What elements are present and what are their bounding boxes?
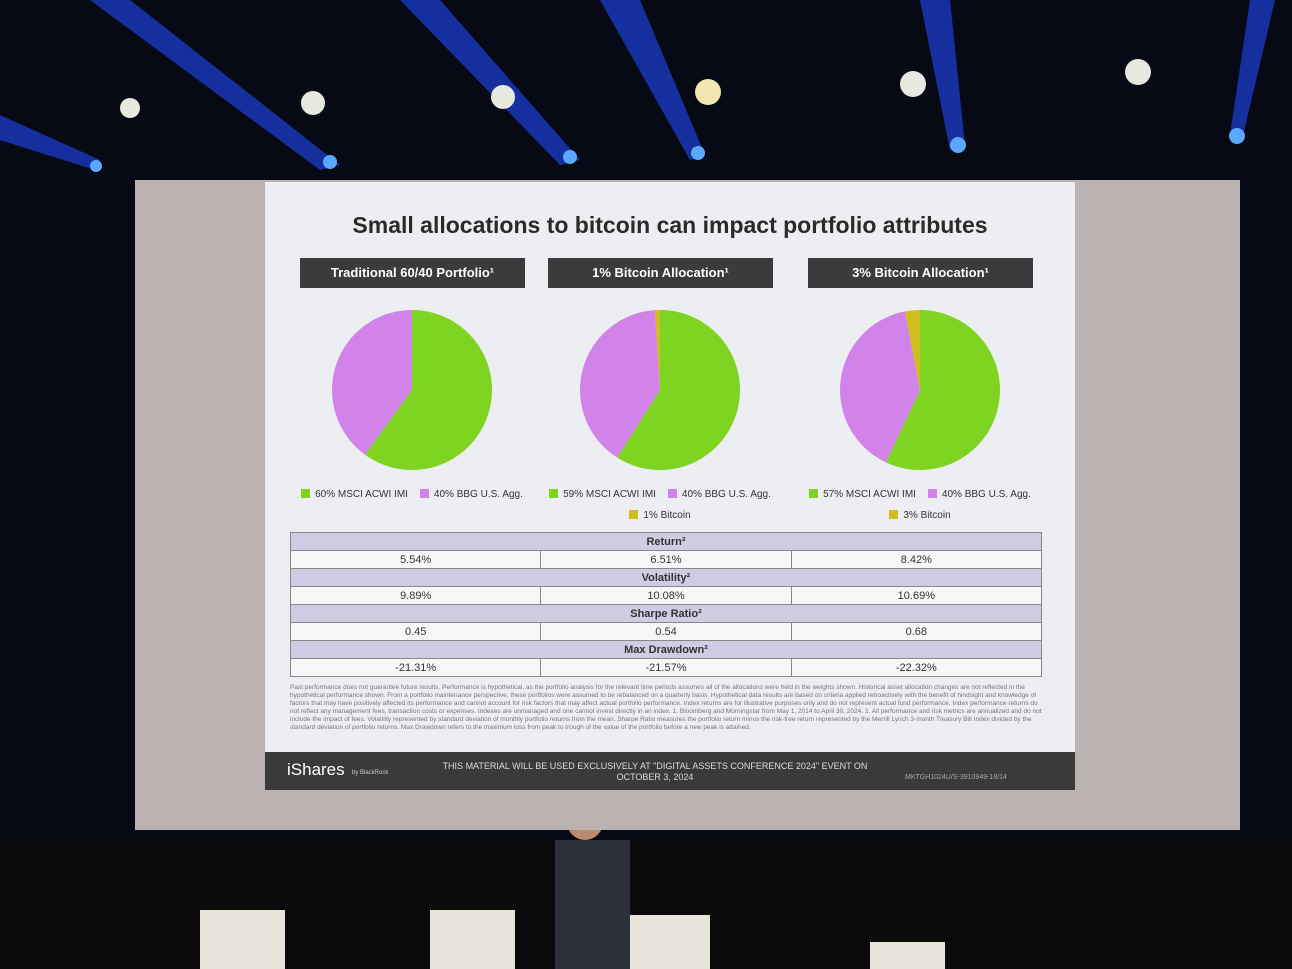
legend-swatch xyxy=(927,489,937,498)
legend-item: 40% BBG U.S. Agg. xyxy=(667,484,771,505)
chart-header: Traditional 60/40 Portfolio¹ xyxy=(300,258,525,288)
legend-item: 57% MSCI ACWI IMI xyxy=(809,484,916,505)
metric-value: 5.54% xyxy=(289,550,542,569)
legend-item: 59% MSCI ACWI IMI xyxy=(549,484,656,505)
pie-slice xyxy=(840,311,920,463)
doc-code: MKTGH1024U/S-3910949-18/14 xyxy=(905,774,1007,781)
metric-value: 8.42% xyxy=(790,550,1043,569)
metric-value: -22.32% xyxy=(790,658,1043,677)
pie-chart xyxy=(332,310,492,470)
legend-value: 57% xyxy=(823,489,844,500)
footer-band: iShares by BlackRock THIS MATERIAL WILL … xyxy=(265,752,1075,790)
pie-wrap xyxy=(560,300,760,480)
legend: 60% MSCI ACWI IMI 40% BBG U.S. Agg. xyxy=(292,484,532,505)
legend-swatch xyxy=(889,510,899,519)
legend-item: 60% MSCI ACWI IMI xyxy=(301,484,408,505)
legend-swatch xyxy=(301,489,311,498)
metric-name: Sharpe Ratio² xyxy=(290,604,1042,623)
legend-swatch xyxy=(419,489,429,498)
pie-chart xyxy=(840,310,1000,470)
metric-value: -21.57% xyxy=(540,658,792,677)
slide: Small allocations to bitcoin can impact … xyxy=(265,182,1075,790)
legend-value: 3% xyxy=(903,510,918,521)
legend-swatch xyxy=(667,489,677,498)
pie-slice xyxy=(885,310,1000,470)
pie-slice xyxy=(332,310,412,455)
legend-value: 40% xyxy=(681,489,702,500)
metric-value: 0.68 xyxy=(790,622,1043,641)
legend-label: BBG U.S. Agg. xyxy=(964,489,1031,500)
pie-slice xyxy=(617,310,740,470)
metric-value: 0.45 xyxy=(289,622,542,641)
pie-slice xyxy=(654,310,660,390)
metric-value: 10.69% xyxy=(790,586,1043,605)
legend-label: MSCI ACWI IMI xyxy=(585,489,656,500)
legend-value: 1% xyxy=(643,510,658,521)
metrics-table: Return² 5.54% 6.51% 8.42% Volatility² 9.89% 10… xyxy=(289,532,1043,677)
chart-header: 3% Bitcoin Allocation¹ xyxy=(808,258,1033,288)
metric-row: Max Drawdown² xyxy=(290,640,1042,659)
value-row: -21.31% -21.57% -22.32% xyxy=(289,658,1043,677)
legend-value: 60% xyxy=(315,489,336,500)
slide-title: Small allocations to bitcoin can impact … xyxy=(352,212,988,238)
footnote: Past performance does not guarantee futu… xyxy=(290,684,1042,731)
value-row: 0.45 0.54 0.68 xyxy=(289,622,1043,641)
metric-value: 6.51% xyxy=(540,550,792,569)
legend: 59% MSCI ACWI IMI 40% BBG U.S. Agg. 1% Bit… xyxy=(540,484,780,526)
notice: THIS MATERIAL WILL BE USED EXCLUSIVELY A… xyxy=(442,761,868,782)
legend-value: 59% xyxy=(563,489,584,500)
metric-value: -21.31% xyxy=(289,658,542,677)
metric-row: Sharpe Ratio² xyxy=(290,604,1042,623)
pie-wrap xyxy=(312,300,512,480)
legend-label: MSCI ACWI IMI xyxy=(845,489,916,500)
metric-value: 9.89% xyxy=(289,586,542,605)
value-row: 9.89% 10.08% 10.69% xyxy=(289,586,1043,605)
metric-name: Max Drawdown² xyxy=(290,640,1042,659)
pie-slice xyxy=(905,310,920,390)
metric-value: 0.54 xyxy=(540,622,792,641)
legend-value: 40% xyxy=(433,489,454,500)
value-row: 5.54% 6.51% 8.42% xyxy=(289,550,1043,569)
legend-label: Bitcoin xyxy=(920,510,951,521)
legend: 57% MSCI ACWI IMI 40% BBG U.S. Agg. 3% Bit… xyxy=(800,484,1040,526)
legend-label: Bitcoin xyxy=(660,510,691,521)
metric-row: Return² xyxy=(290,532,1042,551)
pie-chart xyxy=(580,310,740,470)
pie-slice xyxy=(580,310,660,458)
legend-swatch xyxy=(809,489,819,498)
metric-value: 10.08% xyxy=(540,586,792,605)
legend-item: 40% BBG U.S. Agg. xyxy=(419,484,523,505)
metric-name: Volatility² xyxy=(290,568,1042,587)
legend-label: BBG U.S. Agg. xyxy=(704,489,771,500)
pie-wrap xyxy=(820,300,1020,480)
legend-swatch xyxy=(629,510,639,519)
chart-header: 1% Bitcoin Allocation¹ xyxy=(548,258,773,288)
legend-label: MSCI ACWI IMI xyxy=(337,489,408,500)
brand: iShares xyxy=(287,760,345,779)
legend-item: 40% BBG U.S. Agg. xyxy=(927,484,1031,505)
brand-sub: by BlackRock xyxy=(352,770,389,776)
metric-name: Return² xyxy=(290,532,1042,551)
metric-row: Volatility² xyxy=(290,568,1042,587)
pie-slice xyxy=(364,310,492,470)
legend-item: 3% Bitcoin xyxy=(889,505,951,526)
legend-label: BBG U.S. Agg. xyxy=(456,489,523,500)
legend-value: 40% xyxy=(941,489,962,500)
legend-swatch xyxy=(549,489,559,498)
legend-item: 1% Bitcoin xyxy=(629,505,691,526)
